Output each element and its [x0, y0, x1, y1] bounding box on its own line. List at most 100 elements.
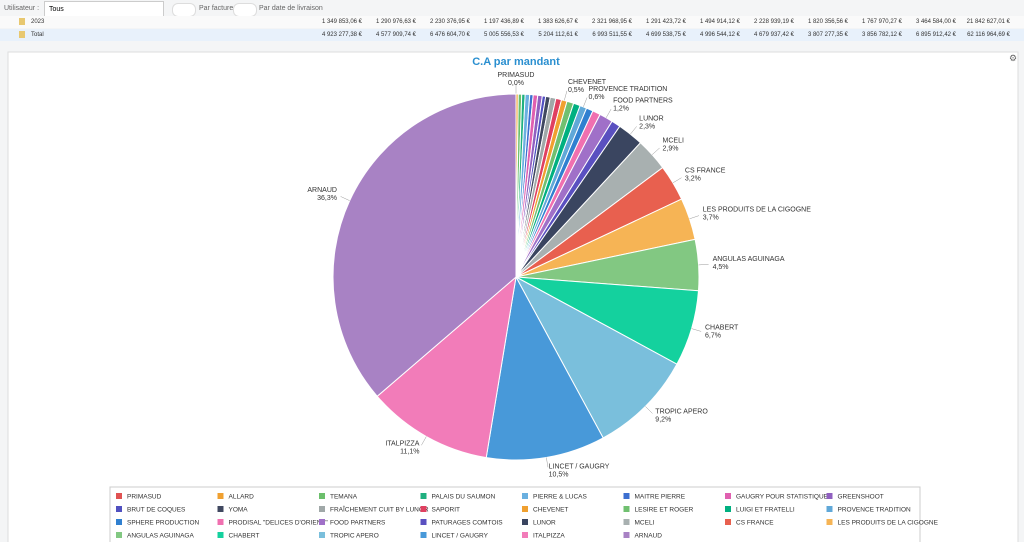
cell: 1 197 436,89 € — [483, 19, 524, 25]
legend-label: GREENSHOOT — [838, 494, 884, 501]
legend-label: ARNAUD — [635, 533, 663, 540]
legend-swatch — [319, 493, 325, 499]
cell: 1 383 626,67 € — [537, 19, 578, 25]
legend-swatch — [319, 532, 325, 538]
legend-swatch — [319, 519, 325, 525]
cell: 62 116 964,69 € — [967, 32, 1010, 38]
slice-name: PROVENCE TRADITION — [589, 86, 668, 93]
slice-value: 0,6% — [589, 94, 605, 101]
label-connector — [546, 457, 549, 468]
legend-swatch — [217, 519, 224, 525]
slice-name: CHABERT — [705, 325, 739, 332]
legend-label: TEMANA — [330, 494, 358, 501]
legend-label: CHEVENET — [533, 507, 568, 514]
legend-swatch — [217, 493, 224, 499]
legend-label: YOMA — [229, 507, 249, 514]
label-connector — [698, 264, 709, 266]
label-connector — [651, 147, 660, 155]
label-connector — [630, 126, 637, 135]
slice-value: 0,0% — [508, 80, 524, 87]
cell: 1 767 970,27 € — [861, 19, 902, 25]
slice-name: ITALPIZZA — [385, 441, 419, 448]
legend-label: GAUGRY POUR STATISTIQUES — [736, 494, 833, 501]
cell: 6 476 604,70 € — [429, 32, 470, 38]
label-connector — [605, 108, 612, 118]
slice-name: PRIMASUD — [498, 72, 535, 79]
settings-icon[interactable]: ⚙ — [1009, 53, 1017, 63]
legend-swatch — [826, 519, 833, 525]
slice-value: 2,3% — [639, 123, 655, 130]
legend-swatch — [826, 493, 833, 499]
user-label: Utilisateur : — [4, 5, 40, 12]
slice-value: 11,1% — [400, 449, 419, 456]
cell: 21 842 627,01 € — [966, 19, 1010, 25]
legend-swatch — [319, 506, 325, 512]
cell: 4 679 937,42 € — [753, 32, 794, 38]
slice-name: MCELI — [663, 137, 684, 144]
legend-swatch — [522, 532, 528, 538]
legend-label: FOOD PARTNERS — [330, 520, 386, 527]
legend-label: SPHERE PRODUCTION — [127, 520, 200, 527]
cell: 2 321 968,95 € — [591, 19, 632, 25]
legend-swatch — [420, 532, 427, 538]
legend-swatch — [623, 532, 630, 538]
legend-label: PRIMASUD — [127, 494, 162, 501]
cell: 2 230 376,95 € — [429, 19, 470, 25]
slice-value: 3,2% — [685, 176, 701, 183]
option-label: Par facture — [199, 5, 234, 12]
legend-label: PALAIS DU SAUMON — [432, 494, 496, 501]
legend-swatch — [420, 506, 427, 512]
legend-swatch — [826, 506, 833, 512]
legend-label: LUIGI ET FRATELLI — [736, 507, 795, 514]
label-connector — [672, 177, 682, 184]
row-label: Total — [31, 32, 44, 38]
legend-swatch — [420, 519, 427, 525]
legend-swatch — [623, 519, 630, 525]
label-connector — [691, 328, 702, 332]
folder-icon — [19, 18, 25, 25]
cell: 1 290 976,63 € — [375, 19, 416, 25]
option-label: Par date de livraison — [259, 5, 323, 12]
folder-icon — [19, 31, 25, 38]
legend-label: MAITRE PIERRE — [635, 494, 686, 501]
legend-swatch — [725, 506, 731, 512]
cell: 3 856 782,12 € — [861, 32, 902, 38]
slice-value: 2,9% — [663, 145, 679, 152]
legend-swatch — [623, 493, 630, 499]
label-connector — [564, 90, 568, 101]
slice-name: CS FRANCE — [685, 168, 726, 175]
slice-value: 4,5% — [713, 264, 729, 271]
legend-label: LES PRODUITS DE LA CIGOGNE — [838, 520, 939, 527]
legend-label: PIERRE & LUCAS — [533, 494, 587, 501]
slice-name: ANGULAS AGUINAGA — [713, 256, 785, 263]
slice-value: 9,2% — [655, 416, 671, 423]
cell: 1 291 423,72 € — [645, 19, 686, 25]
legend-label: SAPORIT — [432, 507, 461, 514]
slice-name: ARNAUD — [307, 187, 337, 194]
cell: 5 204 112,61 € — [538, 32, 578, 38]
slice-value: 1,2% — [613, 106, 629, 113]
slice-name: LES PRODUITS DE LA CIGOGNE — [703, 206, 811, 213]
legend-label: PATURAGES COMTOIS — [432, 520, 504, 527]
cell: 2 228 939,19 € — [753, 19, 794, 25]
slice-name: TROPIC APERO — [655, 408, 708, 415]
cell: 3 464 584,00 € — [915, 19, 956, 25]
legend-swatch — [725, 519, 731, 525]
legend-swatch — [116, 506, 122, 512]
cell: 1 494 914,12 € — [699, 19, 740, 25]
legend-swatch — [522, 493, 528, 499]
legend-label: CS FRANCE — [736, 520, 774, 527]
legend-swatch — [420, 493, 427, 499]
legend-label: LUNOR — [533, 520, 556, 527]
legend-swatch — [116, 493, 122, 499]
cell: 3 807 277,35 € — [807, 32, 848, 38]
cell: 4 996 544,12 € — [699, 32, 740, 38]
slice-name: LUNOR — [639, 115, 664, 122]
legend-label: LINCET / GAUGRY — [432, 533, 489, 540]
cell: 6 895 912,42 € — [915, 32, 956, 38]
cell: 4 923 277,38 € — [321, 32, 362, 38]
label-connector — [340, 196, 350, 201]
legend-label: LESIRE ET ROGER — [635, 507, 694, 514]
slice-value: 0,5% — [568, 87, 584, 94]
